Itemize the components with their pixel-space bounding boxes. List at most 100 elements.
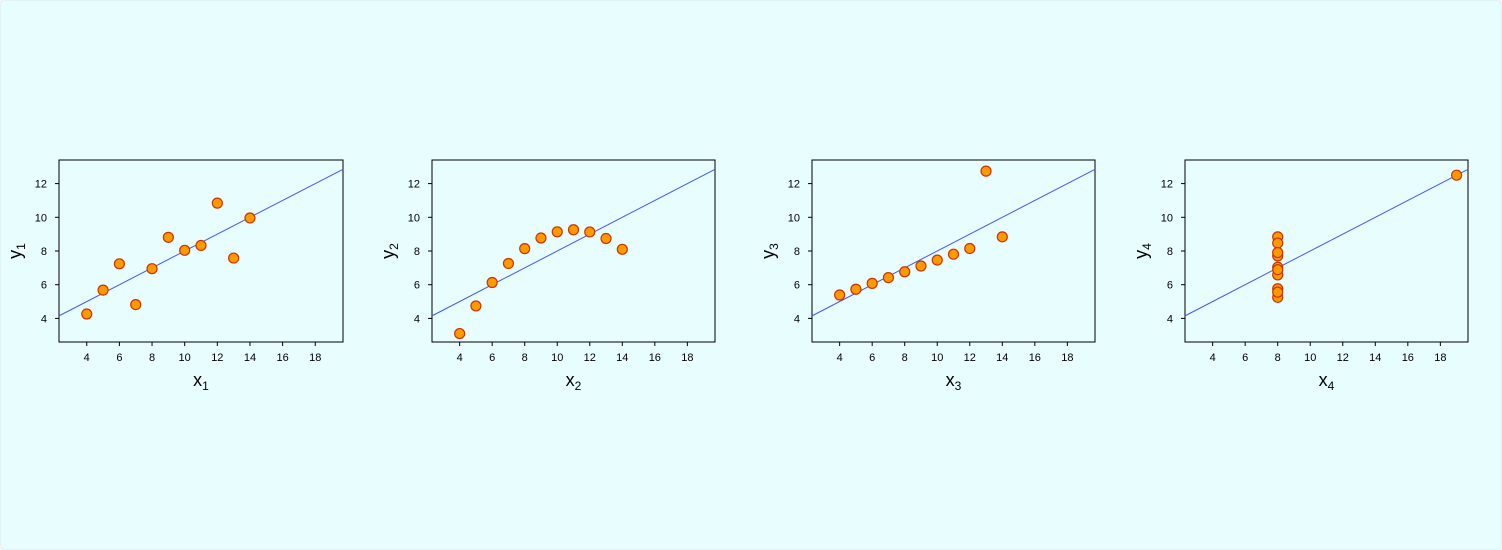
data-point <box>551 226 563 238</box>
x-tick-label: 12 <box>964 352 976 364</box>
x-tick-label: 10 <box>1304 352 1316 364</box>
x-tick-label: 18 <box>681 352 693 364</box>
x-tick-label: 6 <box>489 352 495 364</box>
data-point <box>1272 264 1284 276</box>
data-point <box>244 212 256 224</box>
data-point <box>454 327 466 340</box>
x-axis-label-subscript: 4 <box>1328 379 1335 393</box>
data-point <box>947 248 960 260</box>
y-tick-label: 10 <box>1161 212 1173 224</box>
x-tick-label: 14 <box>616 352 628 364</box>
x-tick-label: 4 <box>837 352 843 364</box>
x-tick-label: 14 <box>244 352 256 364</box>
data-point <box>130 298 142 311</box>
data-point <box>502 257 515 270</box>
data-point <box>519 243 531 255</box>
y-tick-label: 4 <box>414 313 420 325</box>
y-axis-label: y2 <box>378 243 401 259</box>
data-point <box>113 258 125 270</box>
x-tick-label: 6 <box>1242 352 1248 364</box>
y-tick-label: 4 <box>794 313 800 325</box>
y-tick-label: 8 <box>414 246 420 258</box>
x-tick-label: 18 <box>309 352 321 364</box>
data-point <box>146 263 158 275</box>
x-tick-label: 8 <box>902 352 908 364</box>
data-point <box>470 300 482 312</box>
data-point <box>179 244 191 256</box>
x-axis-label: x1 <box>193 370 209 393</box>
x-tick-label: 18 <box>1434 352 1446 364</box>
x-tick-label: 8 <box>522 352 528 364</box>
data-point <box>584 226 596 238</box>
x-tick-label: 4 <box>457 352 463 364</box>
x-tick-label: 18 <box>1061 352 1073 364</box>
y-tick-label: 12 <box>788 179 800 191</box>
data-point <box>996 231 1008 243</box>
y-tick-label: 6 <box>1167 280 1173 292</box>
data-point <box>228 252 240 264</box>
regression-line <box>1184 168 1469 317</box>
y-tick-label: 8 <box>1167 246 1173 258</box>
data-point <box>1272 286 1284 298</box>
y-tick-label: 6 <box>41 280 47 292</box>
y-axis-label: y1 <box>5 243 28 259</box>
data-point <box>882 272 895 284</box>
y-tick-label: 8 <box>41 246 47 258</box>
y-tick-label: 6 <box>414 280 420 292</box>
y-tick-label: 12 <box>408 179 420 191</box>
y-tick-label: 6 <box>794 280 800 292</box>
y-axis-label-main: y <box>378 250 398 259</box>
x-tick-label: 10 <box>551 352 563 364</box>
y-axis-label-subscript: 2 <box>387 243 401 250</box>
x-axis-label: x3 <box>946 370 962 393</box>
x-axis-label-subscript: 3 <box>955 379 962 393</box>
y-tick-label: 10 <box>788 212 800 224</box>
x-axis-label-main: x <box>193 370 202 390</box>
x-axis-label-subscript: 2 <box>575 379 582 393</box>
data-point <box>866 277 878 289</box>
x-tick-label: 6 <box>116 352 122 364</box>
x-axis-label-main: x <box>566 370 575 390</box>
data-point <box>1272 246 1284 259</box>
y-axis-label-main: y <box>1131 250 1151 259</box>
data-point <box>915 260 927 272</box>
data-point <box>535 232 547 244</box>
y-tick-label: 4 <box>1167 313 1173 325</box>
x-axis-label: x4 <box>1319 370 1335 393</box>
regression-line <box>431 168 716 317</box>
y-axis-label: y3 <box>758 243 781 259</box>
data-point <box>567 224 580 236</box>
x-tick-label: 16 <box>1402 352 1414 364</box>
x-tick-label: 8 <box>1275 352 1281 364</box>
x-tick-label: 4 <box>1210 352 1216 364</box>
data-point <box>211 197 223 209</box>
data-point <box>850 283 862 295</box>
data-point <box>834 289 846 301</box>
data-point <box>600 232 612 245</box>
data-point <box>1272 237 1284 249</box>
y-tick-label: 4 <box>41 313 47 325</box>
x-tick-label: 14 <box>996 352 1008 364</box>
y-tick-label: 12 <box>1161 179 1173 191</box>
data-point <box>616 243 628 255</box>
x-tick-label: 12 <box>1337 352 1349 364</box>
y-axis-label-subscript: 1 <box>14 243 28 250</box>
x-tick-label: 6 <box>869 352 875 364</box>
y-tick-label: 10 <box>408 212 420 224</box>
x-axis-label-subscript: 1 <box>202 379 209 393</box>
x-tick-label: 10 <box>179 352 191 364</box>
y-axis-label-main: y <box>5 250 25 259</box>
x-tick-label: 10 <box>931 352 943 364</box>
y-axis-label-subscript: 3 <box>767 243 781 250</box>
x-tick-label: 12 <box>211 352 223 364</box>
data-point <box>980 165 992 177</box>
plot-frame <box>431 159 716 343</box>
data-point <box>964 242 976 255</box>
data-point <box>1451 169 1463 181</box>
data-point <box>97 284 109 296</box>
